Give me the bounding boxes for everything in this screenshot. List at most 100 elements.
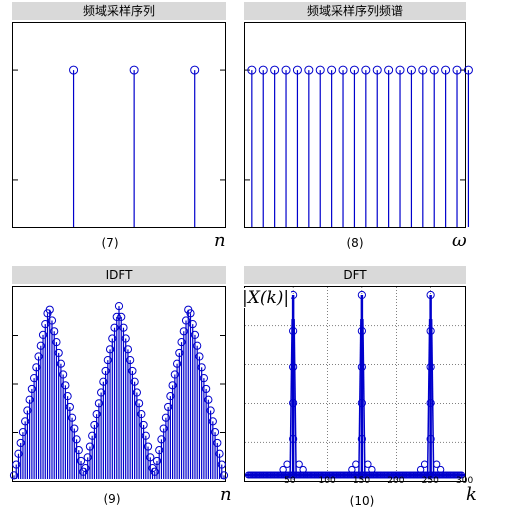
- peak-marker: [289, 326, 298, 336]
- stem-point-marker: [97, 388, 106, 397]
- chart-caption: (10): [349, 494, 375, 508]
- stem-point-marker: [170, 370, 179, 379]
- stem-point-marker: [72, 435, 81, 444]
- stem-point-marker: [159, 424, 168, 433]
- peak-side-stem: [362, 318, 366, 476]
- stem-point-marker: [190, 65, 200, 75]
- panel-10: DFT |X(k)| 50 100 150 200 250 300 (10) k: [234, 262, 506, 512]
- x-tick-label: 300: [456, 476, 474, 486]
- stem-point-marker: [92, 410, 101, 419]
- stem-point-marker: [384, 65, 394, 75]
- stem-point-marker: [52, 338, 61, 347]
- stem-point-marker: [372, 65, 382, 75]
- stem-point-marker: [128, 366, 137, 376]
- stem-point-marker: [186, 309, 195, 318]
- peak-marker: [357, 434, 366, 444]
- stem-point-marker: [166, 392, 175, 401]
- stem-point-marker: [361, 65, 371, 75]
- stem-point-marker: [105, 345, 115, 354]
- stem-point-marker: [199, 374, 208, 383]
- side-marker: [436, 465, 445, 474]
- peak-marker: [426, 326, 435, 336]
- side-marker: [299, 465, 307, 474]
- stem-point-marker: [204, 395, 213, 404]
- stem-point-marker: [81, 464, 90, 473]
- stem-point-marker: [210, 428, 220, 437]
- stem-point-marker: [217, 460, 226, 469]
- stem-point-marker: [452, 65, 462, 75]
- stem-point-marker: [9, 471, 19, 480]
- stem-point-marker: [119, 323, 128, 332]
- peak-marker: [426, 290, 435, 300]
- plot-frame: [12, 22, 226, 228]
- stem-point-marker: [157, 435, 166, 444]
- stem-point-marker: [193, 341, 202, 350]
- x-tick-label: 200: [387, 476, 405, 486]
- stem-point-marker: [463, 65, 473, 75]
- stem-point-marker: [70, 424, 79, 433]
- peak-marker: [289, 434, 298, 444]
- stem-point-marker: [315, 65, 325, 75]
- plot-frame: [244, 22, 473, 228]
- stem-point-marker: [56, 359, 66, 368]
- stem-point-marker: [155, 446, 164, 455]
- peak-marker: [357, 290, 366, 300]
- stem-point-marker: [23, 406, 32, 415]
- stem-point-marker: [181, 316, 191, 325]
- peak-marker: [357, 326, 366, 336]
- x-axis-label: k: [466, 484, 477, 505]
- plot-frame: [244, 286, 466, 482]
- stem-point-marker: [30, 374, 39, 383]
- stem-point-marker: [85, 442, 95, 451]
- stem-point-marker: [50, 327, 59, 336]
- stem-point-marker: [213, 438, 222, 448]
- stem-point-marker: [137, 410, 146, 419]
- stem-point-marker: [74, 446, 83, 455]
- stem-point-marker: [103, 356, 112, 365]
- stem-point-marker: [59, 370, 68, 379]
- side-marker: [279, 465, 287, 474]
- stem-point-marker: [406, 65, 416, 75]
- stem-point-marker: [292, 65, 302, 75]
- y-axis-label: |X(k)|: [240, 288, 292, 308]
- stem-point-marker: [99, 377, 108, 386]
- stem-point-marker: [327, 65, 337, 75]
- stem-point-marker: [172, 359, 182, 368]
- stem-point-marker: [338, 65, 348, 75]
- peak-marker: [357, 362, 366, 372]
- stem-point-marker: [168, 381, 177, 390]
- side-marker: [432, 460, 441, 468]
- stem-point-marker: [197, 363, 206, 372]
- stem-point-marker: [161, 413, 171, 422]
- stem-point-marker: [76, 456, 86, 466]
- stem-point-marker: [63, 392, 72, 401]
- panel-9: IDFT (9) n: [0, 262, 240, 512]
- stem-point-marker: [202, 384, 211, 394]
- stem-point-marker: [304, 65, 314, 75]
- chart-caption: (9): [103, 492, 121, 506]
- stem-point-marker: [47, 316, 57, 325]
- stem-point-marker: [32, 363, 41, 372]
- stem-point-marker: [25, 395, 34, 404]
- side-marker: [420, 460, 429, 468]
- chart-caption: (8): [346, 236, 364, 250]
- side-marker: [368, 465, 376, 474]
- stem-point-marker: [164, 402, 173, 412]
- stem-point-marker: [41, 320, 50, 329]
- stem-point-marker: [12, 460, 21, 469]
- chart-caption: (7): [101, 236, 119, 250]
- stem-point-marker: [418, 65, 428, 75]
- chart-title: 频域采样序列: [12, 2, 226, 20]
- stem-point-marker: [27, 384, 36, 394]
- peak-side-stem: [426, 318, 431, 476]
- stem-point-marker: [69, 65, 79, 75]
- stem-point-marker: [130, 377, 139, 386]
- stem-point-marker: [112, 312, 121, 322]
- x-tick-label: 100: [318, 476, 336, 486]
- stem-point-marker: [219, 471, 229, 480]
- stem-point-marker: [177, 338, 186, 347]
- peak-side-stem: [289, 318, 293, 476]
- stem-point-marker: [83, 453, 92, 462]
- x-tick-label: 250: [421, 476, 439, 486]
- panel-8: 频域采样序列频谱 (8) ω: [240, 0, 506, 256]
